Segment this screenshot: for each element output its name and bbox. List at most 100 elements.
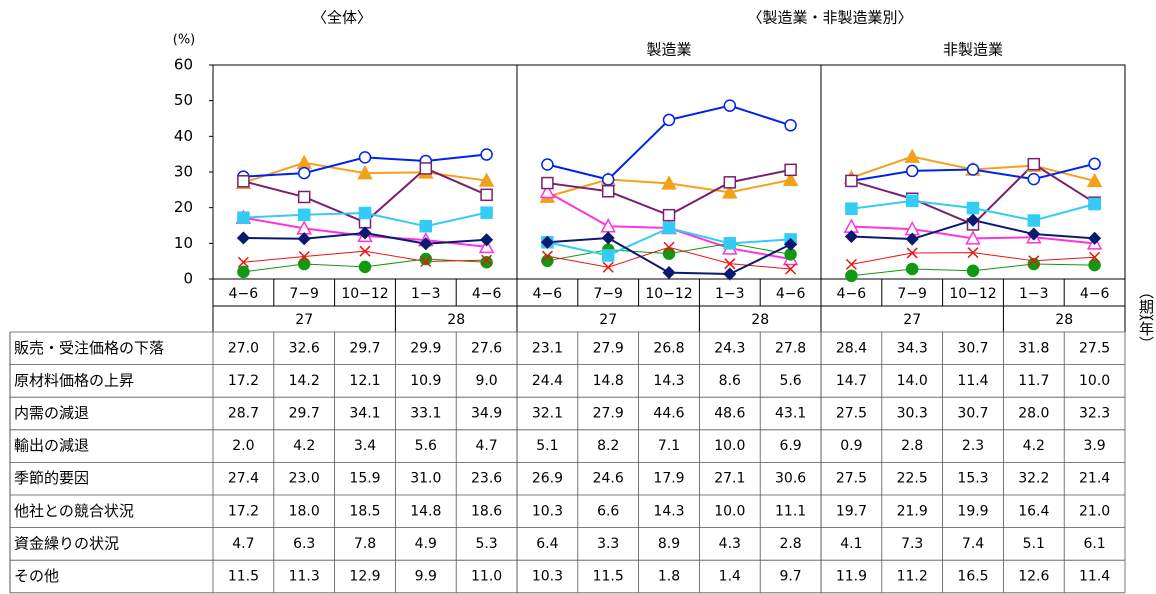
chart-title: 〈製造業・非製造業別〉 [747, 9, 912, 27]
marker [296, 154, 312, 169]
y-tick-label: 10 [174, 234, 193, 252]
table-cell: 11.1 [775, 503, 806, 519]
table-cell: 14.8 [593, 373, 624, 389]
marker [1027, 172, 1041, 186]
marker [419, 219, 433, 233]
marker [784, 237, 798, 251]
panel-title: 非製造業 [943, 41, 1003, 59]
table-cell: 23.0 [289, 471, 320, 487]
x-tick-label: 10−12 [949, 286, 996, 302]
table-cell: 31.0 [410, 471, 441, 487]
x-tick-label: 7−9 [593, 286, 623, 302]
marker [358, 151, 372, 164]
table-cell: 43.1 [775, 406, 806, 422]
table-cell: 18.0 [289, 503, 320, 519]
marker [1088, 157, 1101, 171]
row-label: 資金繰りの状況 [14, 534, 119, 552]
table-cell: 11.5 [228, 569, 259, 585]
marker [723, 267, 737, 281]
marker [480, 188, 493, 202]
table-cell: 24.4 [532, 373, 563, 389]
y-tick-label: 50 [174, 91, 193, 109]
table-cell: 19.7 [836, 503, 867, 519]
marker [662, 266, 676, 280]
table-cell: 28.4 [836, 340, 867, 356]
marker [480, 255, 493, 269]
x-tick-label: 7−9 [897, 286, 927, 302]
table-cell: 17.2 [228, 503, 259, 519]
x-group-unit: （年） [1137, 306, 1155, 351]
marker [965, 230, 981, 245]
marker [1089, 251, 1101, 263]
table-cell: 27.8 [775, 340, 806, 356]
marker [906, 247, 918, 259]
x-tick-label: 4−6 [776, 286, 806, 302]
table-cell: 32.2 [1018, 471, 1049, 487]
marker [905, 194, 919, 208]
table-cell: 7.4 [962, 536, 984, 552]
table-cell: 27.5 [836, 471, 867, 487]
marker [966, 201, 980, 215]
table-cell: 4.3 [719, 536, 741, 552]
table-cell: 16.4 [1018, 503, 1049, 519]
marker [661, 175, 677, 190]
table-cell: 12.1 [349, 373, 380, 389]
table-cell: 15.3 [957, 471, 988, 487]
marker [480, 206, 493, 219]
marker [966, 264, 980, 278]
marker [724, 258, 736, 270]
marker [844, 229, 858, 244]
table-cell: 11.9 [836, 569, 867, 585]
table-cell: 7.8 [354, 536, 376, 552]
table-cell: 34.3 [897, 340, 928, 356]
table-cell: 27.4 [228, 471, 259, 487]
table-cell: 4.2 [1023, 438, 1045, 454]
y-tick-label: 0 [183, 270, 193, 288]
marker [297, 208, 311, 222]
table-cell: 32.3 [1079, 406, 1110, 422]
table-cell: 2.8 [901, 438, 923, 454]
table-cell: 27.1 [714, 471, 745, 487]
table-cell: 31.8 [1018, 340, 1049, 356]
table-cell: 14.8 [410, 503, 441, 519]
table-cell: 26.9 [532, 471, 563, 487]
table-cell: 0.9 [840, 438, 862, 454]
table-cell: 3.9 [1083, 438, 1105, 454]
table-cell: 2.8 [779, 536, 801, 552]
table-cell: 3.4 [354, 438, 376, 454]
table-cell: 11.5 [593, 569, 624, 585]
table-cell: 6.3 [293, 536, 315, 552]
table-cell: 6.9 [779, 438, 801, 454]
table-cell: 30.3 [897, 406, 928, 422]
marker [358, 226, 372, 240]
table-cell: 29.7 [349, 340, 380, 356]
marker [723, 176, 737, 189]
table-cell: 30.7 [957, 406, 988, 422]
table-cell: 11.2 [897, 569, 928, 585]
marker [358, 260, 372, 274]
marker [905, 262, 919, 276]
table-cell: 14.0 [897, 373, 928, 389]
table-cell: 1.4 [719, 569, 741, 585]
table-cell: 18.6 [471, 503, 502, 519]
marker [481, 254, 493, 266]
table-cell: 6.4 [536, 536, 558, 552]
marker [297, 190, 311, 204]
table-cell: 7.3 [901, 536, 923, 552]
marker [723, 99, 737, 112]
marker [237, 256, 249, 268]
marker [1088, 231, 1102, 245]
table-cell: 5.6 [415, 438, 437, 454]
table-cell: 11.7 [1018, 373, 1049, 389]
table-cell: 12.9 [349, 569, 380, 585]
table-cell: 14.3 [653, 503, 684, 519]
marker [782, 171, 799, 187]
table-cell: 12.6 [1018, 569, 1049, 585]
x-tick-label: 10−12 [645, 286, 692, 302]
table-cell: 33.1 [410, 406, 441, 422]
marker [1027, 227, 1041, 241]
table-cell: 7.1 [658, 438, 680, 454]
marker [420, 255, 432, 268]
table-cell: 27.0 [228, 340, 259, 356]
x-tick-label: 1−3 [715, 286, 745, 302]
